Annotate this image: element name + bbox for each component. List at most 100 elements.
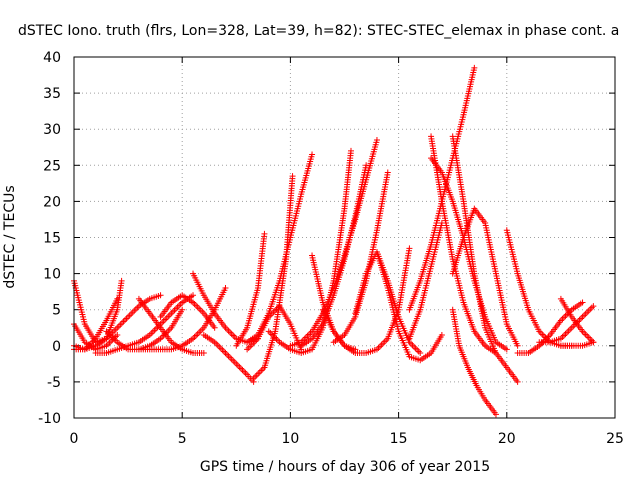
axis-ticks xyxy=(73,56,616,419)
y-tick-label: 0 xyxy=(52,339,61,355)
data-point xyxy=(415,348,422,355)
data-point xyxy=(193,332,200,339)
data-point xyxy=(166,326,173,333)
data-point xyxy=(200,350,207,357)
data-point xyxy=(225,353,232,360)
data-point xyxy=(380,340,387,347)
data-point xyxy=(539,331,546,338)
data-point xyxy=(225,327,232,334)
data-series xyxy=(428,133,499,357)
x-tick-label: 5 xyxy=(178,431,187,447)
y-tick-label: 35 xyxy=(43,86,61,102)
data-point xyxy=(406,245,413,252)
y-axis-title: dSTEC / TECUs xyxy=(2,185,18,288)
data-point xyxy=(199,326,206,333)
data-point xyxy=(134,304,141,311)
x-tick-label: 10 xyxy=(281,431,299,447)
data-point xyxy=(117,321,124,328)
data-point xyxy=(560,314,567,321)
data-point xyxy=(228,330,235,337)
data-series xyxy=(233,230,268,349)
data-point xyxy=(253,372,260,379)
x-tick-label: 20 xyxy=(498,431,516,447)
data-point xyxy=(241,368,248,375)
data-series xyxy=(514,299,586,357)
data-point xyxy=(378,341,385,348)
data-point xyxy=(414,346,421,353)
data-point xyxy=(197,307,204,314)
data-point xyxy=(159,319,166,326)
data-point xyxy=(584,309,591,316)
data-point xyxy=(196,305,203,312)
data-point xyxy=(244,346,251,353)
data-points xyxy=(71,64,597,418)
data-point xyxy=(160,318,167,325)
data-point xyxy=(579,299,586,306)
data-point xyxy=(247,343,254,350)
y-tick-label: 15 xyxy=(43,231,61,247)
data-point xyxy=(214,342,221,349)
data-point xyxy=(309,151,316,158)
data-point xyxy=(252,373,259,380)
plot-frame xyxy=(73,56,616,419)
y-tick-label: 5 xyxy=(52,303,61,319)
data-point xyxy=(503,346,510,353)
y-tick-label: 40 xyxy=(43,50,61,66)
data-point xyxy=(177,301,184,308)
data-point xyxy=(132,306,139,313)
data-point xyxy=(227,354,234,361)
data-point xyxy=(231,359,238,366)
data-point xyxy=(577,315,584,322)
data-point xyxy=(514,378,521,385)
data-point xyxy=(224,326,231,333)
data-point xyxy=(255,370,262,377)
data-series xyxy=(406,64,478,313)
data-point xyxy=(118,320,125,327)
data-point xyxy=(585,334,592,341)
data-point xyxy=(125,313,132,320)
data-point xyxy=(173,305,180,312)
data-point xyxy=(537,329,544,336)
data-point xyxy=(412,345,419,352)
data-point xyxy=(234,362,241,369)
y-tick-label: -5 xyxy=(47,375,61,391)
data-series xyxy=(200,331,257,385)
data-point xyxy=(194,330,201,337)
data-point xyxy=(219,346,226,353)
data-point xyxy=(120,318,127,325)
data-point xyxy=(289,173,296,180)
data-point xyxy=(148,330,155,337)
data-series xyxy=(157,292,218,331)
x-tick-label: 25 xyxy=(606,431,624,447)
data-point xyxy=(197,327,204,334)
data-point xyxy=(193,302,200,309)
data-point xyxy=(417,350,424,357)
data-point xyxy=(384,169,391,176)
data-point xyxy=(190,292,197,299)
data-point xyxy=(157,292,164,299)
data-point xyxy=(230,332,237,339)
y-tick-label: -10 xyxy=(38,411,61,427)
data-point xyxy=(587,306,594,313)
data-point xyxy=(347,147,354,154)
data-point xyxy=(514,342,521,349)
data-point xyxy=(438,331,445,338)
data-point xyxy=(564,329,571,336)
data-series xyxy=(449,205,521,349)
data-series xyxy=(92,292,197,357)
data-series xyxy=(135,295,207,357)
data-point xyxy=(236,363,243,370)
data-point xyxy=(373,137,380,144)
data-point xyxy=(584,333,591,340)
data-point xyxy=(166,311,173,318)
grid-lines xyxy=(74,57,615,418)
x-tick-label: 0 xyxy=(70,431,79,447)
data-point xyxy=(579,313,586,320)
data-point xyxy=(220,348,227,355)
data-point xyxy=(179,306,186,313)
data-point xyxy=(588,304,595,311)
data-point xyxy=(222,285,229,292)
data-series xyxy=(449,306,499,418)
data-point xyxy=(163,314,170,321)
